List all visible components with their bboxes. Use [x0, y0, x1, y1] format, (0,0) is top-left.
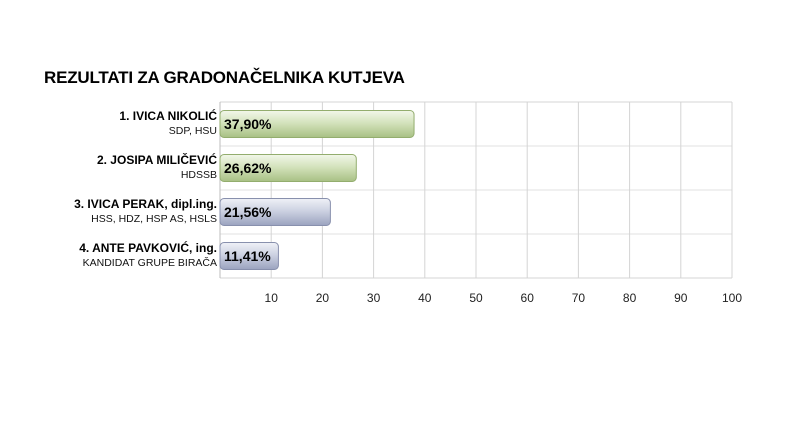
candidate-label: 3. IVICA PERAK, dipl.ing. HSS, HDZ, HSP A…	[74, 197, 217, 226]
bar-rect	[219, 110, 415, 138]
x-tick-labels: 10 20 30 40 50 60 70 80 90 100	[265, 291, 743, 305]
chart-title: REZULTATI ZA GRADONAČELNIKA KUTJEVA	[44, 68, 405, 87]
x-tick-label: 10	[265, 291, 279, 305]
candidate-name: 3. IVICA PERAK, dipl.ing.	[74, 197, 217, 211]
bar-value-label: 21,56%	[224, 204, 272, 220]
candidate-name: 1. IVICA NIKOLIĆ	[119, 109, 217, 123]
x-tick-label: 20	[316, 291, 330, 305]
bar-3: 21,56%	[219, 198, 331, 226]
candidate-party: HDSSB	[180, 169, 217, 181]
bar-rect	[219, 154, 357, 182]
candidate-party: KANDIDAT GRUPE BIRAČA	[82, 257, 217, 269]
bar-1: 37,90%	[219, 110, 415, 138]
x-tick-label: 50	[469, 291, 483, 305]
x-tick-label: 60	[521, 291, 535, 305]
bar-2: 26,62%	[219, 154, 357, 182]
bar-value-label: 11,41%	[224, 248, 271, 264]
x-tick-label: 30	[367, 291, 381, 305]
bars-group: 37,90% 26,62% 21,56% 11,41%	[219, 110, 415, 270]
x-tick-label: 40	[418, 291, 432, 305]
bar-rect	[219, 242, 279, 270]
x-tick-label: 80	[623, 291, 637, 305]
candidate-label: 2. JOSIPA MILIČEVIĆ HDSSB	[97, 153, 217, 182]
candidate-label: 4. ANTE PAVKOVIĆ, ing. KANDIDAT GRUPE BIR…	[79, 241, 217, 270]
candidate-party: SDP, HSU	[168, 125, 217, 137]
x-tick-label: 90	[674, 291, 688, 305]
x-tick-label: 70	[572, 291, 586, 305]
bar-value-label: 37,90%	[224, 116, 272, 132]
bar-value-label: 26,62%	[224, 160, 272, 176]
x-tick-label: 100	[722, 291, 742, 305]
candidate-name: 2. JOSIPA MILIČEVIĆ	[96, 153, 217, 167]
candidate-party: HSS, HDZ, HSP AS, HSLS	[91, 213, 217, 225]
bar-4: 11,41%	[219, 242, 279, 270]
candidate-label: 1. IVICA NIKOLIĆ SDP, HSU	[119, 109, 217, 138]
candidate-name: 4. ANTE PAVKOVIĆ, ing.	[79, 241, 217, 255]
bar-rect	[219, 198, 331, 226]
